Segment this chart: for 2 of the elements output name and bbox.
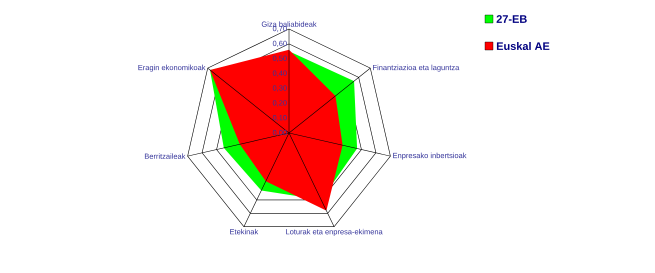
legend-label: Euskal AE [496,42,550,50]
legend-label: 27-EB [496,15,527,23]
